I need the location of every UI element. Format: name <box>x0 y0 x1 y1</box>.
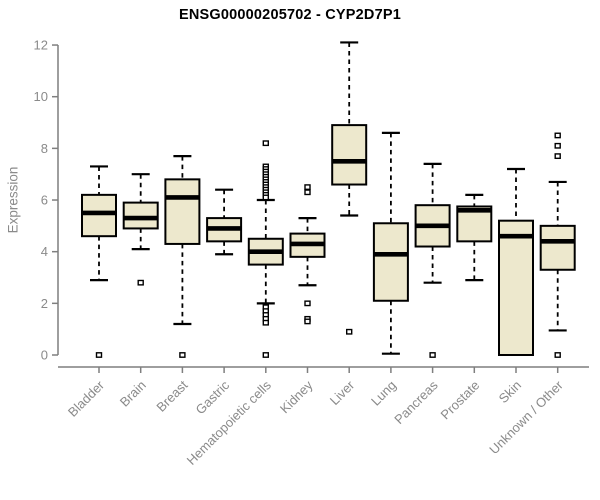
outlier-breast <box>179 352 186 358</box>
y-tick-label: 0 <box>41 348 48 363</box>
outlier-pancreas <box>429 352 436 358</box>
outlier-kidney <box>304 318 311 325</box>
x-category-label-brain: Brain <box>117 378 149 410</box>
outlier-kidney <box>304 300 311 307</box>
outlier-unknown-other <box>554 352 561 358</box>
outlier-brain <box>137 279 144 286</box>
y-tick-label: 10 <box>34 89 48 104</box>
outlier-hematopoietic-cells <box>262 140 269 147</box>
box-bladder <box>81 193 117 238</box>
box-brain <box>122 201 159 230</box>
y-tick-label: 12 <box>34 38 48 53</box>
x-category-label-prostate: Prostate <box>438 378 483 423</box>
y-tick-label: 4 <box>41 244 48 259</box>
x-category-label-pancreas: Pancreas <box>391 377 441 427</box>
box-lung <box>372 222 409 302</box>
outlier-bladder <box>95 352 103 358</box>
x-category-label-gastric: Gastric <box>193 377 233 417</box>
outlier-hematopoietic-cells <box>262 352 269 358</box>
outlier-kidney <box>304 189 311 196</box>
outlier-hematopoietic-cells <box>262 194 269 201</box>
x-category-label-skin: Skin <box>496 378 524 406</box>
chart-title: ENSG00000205702 - CYP2D7P1 <box>178 7 402 23</box>
outlier-kidney <box>304 184 311 191</box>
outlier-unknown-other <box>554 132 561 139</box>
y-tick-label: 8 <box>41 141 48 156</box>
outlier-unknown-other <box>554 142 561 149</box>
y-tick-label: 6 <box>41 193 48 208</box>
box-liver <box>331 124 368 186</box>
x-category-label-unknown-other: Unknown / Other <box>486 377 566 457</box>
x-category-label-kidney: Kidney <box>277 377 316 416</box>
outlier-hematopoietic-cells <box>262 319 269 326</box>
outlier-liver <box>346 328 353 335</box>
x-category-label-liver: Liver <box>327 377 358 408</box>
x-category-label-lung: Lung <box>368 378 399 409</box>
box-skin <box>498 219 534 356</box>
box-unknown-other <box>539 224 576 271</box>
x-category-label-bladder: Bladder <box>65 377 108 420</box>
box-breast <box>164 178 201 245</box>
outlier-unknown-other <box>554 153 561 160</box>
x-category-label-breast: Breast <box>153 377 190 414</box>
y-tick-label: 2 <box>41 296 48 311</box>
